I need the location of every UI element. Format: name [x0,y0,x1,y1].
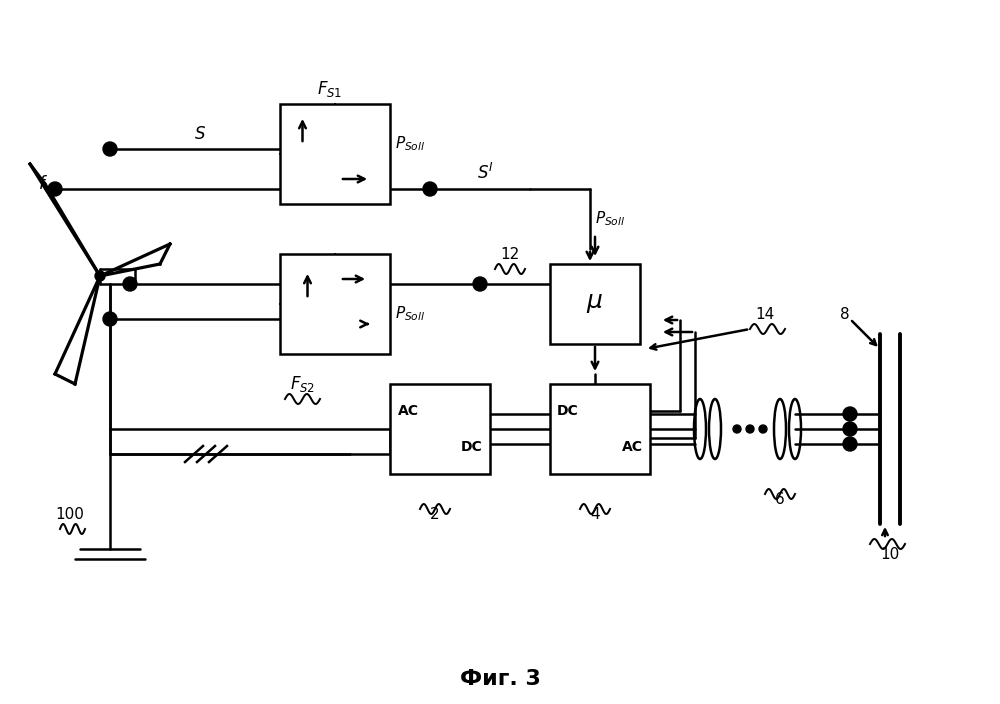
Circle shape [843,407,857,421]
Text: $P_{Soll}$: $P_{Soll}$ [395,305,425,323]
Circle shape [733,425,741,433]
Text: 6: 6 [775,492,785,507]
Text: DC: DC [461,440,483,454]
Circle shape [759,425,767,433]
Text: 100: 100 [55,507,84,522]
Bar [280,254,390,354]
Text: AC: AC [622,440,642,454]
Text: AC: AC [398,404,418,418]
Bar [550,264,640,344]
Text: $P_{Soll}$: $P_{Soll}$ [395,134,425,153]
Circle shape [95,271,105,281]
Text: $F_{S2}$: $F_{S2}$ [290,374,315,394]
Circle shape [123,277,137,291]
Text: f: f [39,175,45,193]
Text: Фиг. 3: Фиг. 3 [460,669,540,689]
Circle shape [103,142,117,156]
Circle shape [423,182,437,196]
Text: 2: 2 [430,507,440,522]
Text: S: S [195,125,205,143]
Text: 14: 14 [755,307,774,322]
Circle shape [746,425,754,433]
Circle shape [48,182,62,196]
Text: $\mu$: $\mu$ [586,292,604,315]
Text: 4: 4 [590,507,600,522]
Circle shape [843,437,857,451]
Text: 10: 10 [880,547,899,562]
Circle shape [473,277,487,291]
Bar [280,104,390,204]
Text: 12: 12 [500,247,519,262]
Text: $P_{Soll}$: $P_{Soll}$ [595,210,625,228]
Bar [390,384,490,474]
Text: $F_{S1}$: $F_{S1}$ [317,79,343,99]
Text: DC: DC [557,404,579,418]
Circle shape [843,422,857,436]
Text: $S^I$: $S^I$ [477,163,493,183]
Text: 8: 8 [840,307,850,322]
Circle shape [103,312,117,326]
Bar [550,384,650,474]
